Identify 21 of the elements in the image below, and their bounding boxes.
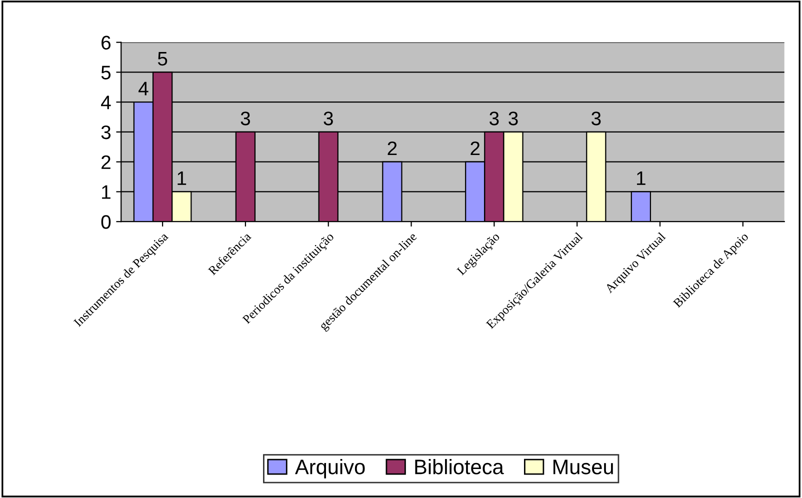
y-tick-label: 4	[101, 96, 111, 110]
y-tick-label: 6	[102, 36, 111, 50]
data-label: 3	[591, 112, 601, 126]
y-tick-label: 2	[102, 155, 110, 169]
data-label: 3	[240, 112, 250, 126]
y-tick-label: 5	[101, 66, 111, 80]
y-tick-label: 3	[101, 125, 111, 140]
data-label: 3	[490, 112, 499, 126]
data-label: 4	[138, 82, 148, 96]
legend-label: Arquivo	[295, 459, 365, 478]
data-label: 1	[637, 172, 646, 185]
y-tick-label: 1	[102, 185, 110, 199]
data-label: 3	[508, 112, 518, 126]
data-label: 5	[158, 52, 168, 66]
y-tick-label: 0	[101, 215, 111, 229]
legend-label: Biblioteca	[415, 459, 504, 474]
data-label: 3	[324, 112, 333, 126]
legend-label: Museu	[553, 460, 613, 474]
data-label: 1	[178, 172, 186, 185]
data-label: 2	[470, 141, 480, 156]
data-label: 2	[388, 141, 397, 156]
